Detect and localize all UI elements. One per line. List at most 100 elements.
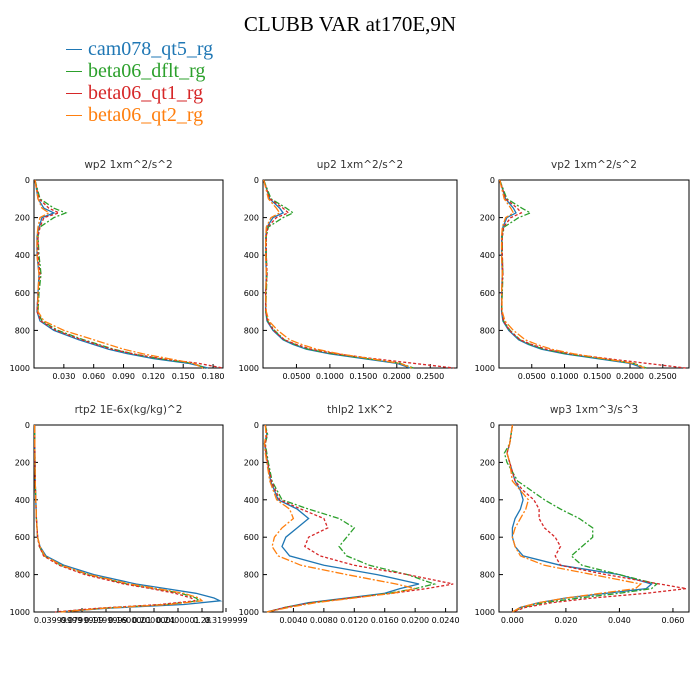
y-tick-label: 200 <box>244 458 259 467</box>
panel-6: wp3 1xm^3/s^3 0 200 400 600 800 1000 0.000 0.020… <box>475 404 690 625</box>
panel-5: thlp2 1xK^2 0 200 400 600 800 1000 0.0040 0.0080… <box>239 404 460 625</box>
x-tick-label: 0.0080 <box>310 616 338 625</box>
x-tick-label: 0.2000 <box>383 372 411 381</box>
x-tick-label: 0.0500 <box>282 372 310 381</box>
plot-frame <box>33 179 224 369</box>
x-tick-label: 0.0799999 <box>60 616 103 625</box>
y-tick-label: 600 <box>15 289 30 298</box>
x-tick-label: 0.0200 <box>401 616 429 625</box>
x-tick-label: 0.2000 <box>616 372 644 381</box>
x-tick-label: 0.0040 <box>279 616 307 625</box>
legend-label: beta06_qt2_rg <box>88 103 204 126</box>
y-tick-label: 0 <box>254 176 259 185</box>
legend-swatch <box>66 92 82 94</box>
y-tick-label: 200 <box>244 214 259 223</box>
x-tick-label: 0.28 <box>193 616 211 625</box>
series-line <box>34 179 224 369</box>
x-tick-label: 0.1500 <box>349 372 377 381</box>
legend-item: beta06_qt1_rg <box>66 82 213 104</box>
y-tick-label: 400 <box>244 496 259 505</box>
y-tick-label: 1000 <box>239 608 259 617</box>
panel-2: up2 1xm^2/s^2 0 200 400 600 800 1000 0.0500 0.10… <box>239 159 458 381</box>
series-line <box>263 179 454 369</box>
x-tick-label: 0.000 <box>501 616 524 625</box>
series-line <box>506 424 687 613</box>
series-line <box>34 179 204 369</box>
legend-item: beta06_dflt_rg <box>66 60 213 82</box>
legend: cam078_qt5_rg beta06_dflt_rg beta06_qt1_… <box>66 38 213 126</box>
y-tick-label: 0 <box>25 421 30 430</box>
legend-swatch <box>66 114 82 116</box>
x-tick-label: 0.1600001 <box>108 616 151 625</box>
x-tick-label: 0.2500 <box>416 372 444 381</box>
y-tick-label: 400 <box>15 496 30 505</box>
y-tick-label: 600 <box>480 289 495 298</box>
y-tick-label: 400 <box>480 251 495 260</box>
plot-frame <box>33 424 224 613</box>
y-tick-label: 400 <box>244 251 259 260</box>
panel-1: wp2 1xm^2/s^2 0 200 400 600 800 1000 0.030 0.060… <box>10 159 225 381</box>
x-tick-label: 0.060 <box>82 372 105 381</box>
legend-item: cam078_qt5_rg <box>66 38 213 60</box>
legend-label: cam078_qt5_rg <box>88 37 214 60</box>
y-tick-label: 800 <box>244 571 259 580</box>
series-line <box>264 424 437 613</box>
panel-title: rtp2 1E-6x(kg/kg)^2 <box>75 404 183 416</box>
y-tick-label: 600 <box>244 289 259 298</box>
y-tick-label: 1000 <box>239 364 259 373</box>
series-line <box>263 424 420 613</box>
y-tick-label: 0 <box>25 176 30 185</box>
panel-3: vp2 1xm^2/s^2 0 200 400 600 800 1000 0.0500 0.10… <box>475 159 690 381</box>
y-tick-label: 600 <box>15 533 30 542</box>
legend-label: beta06_dflt_rg <box>88 59 206 82</box>
plot-frame <box>262 424 458 613</box>
x-tick-label: 0.090 <box>112 372 135 381</box>
series-line <box>33 424 204 613</box>
y-tick-label: 0 <box>490 421 495 430</box>
legend-item: beta06_qt2_rg <box>66 104 213 126</box>
y-tick-label: 1000 <box>10 608 30 617</box>
x-tick-label: 0.1000 <box>316 372 344 381</box>
x-tick-label: 0.020 <box>554 616 577 625</box>
y-tick-label: 200 <box>15 458 30 467</box>
panel-title: wp2 1xm^2/s^2 <box>84 159 172 171</box>
y-tick-label: 400 <box>480 496 495 505</box>
x-tick-label: 0.180 <box>202 372 225 381</box>
panel-4: rtp2 1E-6x(kg/kg)^2 0 200 400 600 800 1000 0.03… <box>10 404 248 625</box>
x-tick-label: 0.1500 <box>583 372 611 381</box>
x-tick-label: 0.150 <box>172 372 195 381</box>
series-line <box>506 424 643 613</box>
legend-swatch <box>66 48 82 50</box>
plot-frame <box>498 179 690 369</box>
y-tick-label: 800 <box>15 571 30 580</box>
series-line <box>263 424 416 613</box>
x-tick-label: 0.120 <box>142 372 165 381</box>
x-tick-label: 0.2400001 <box>156 616 199 625</box>
y-tick-label: 1000 <box>10 364 30 373</box>
x-tick-label: 0.0160 <box>371 616 399 625</box>
y-tick-label: 0 <box>254 421 259 430</box>
x-tick-label: 0.0500 <box>518 372 546 381</box>
x-tick-label: 0.3199999 <box>204 616 247 625</box>
plot-frame <box>262 179 458 369</box>
y-tick-label: 800 <box>480 326 495 335</box>
x-tick-label: 0.0240 <box>432 616 460 625</box>
y-tick-label: 200 <box>15 214 30 223</box>
y-tick-label: 800 <box>480 571 495 580</box>
x-tick-label: 0.03999999 <box>34 616 82 625</box>
x-tick-label: 0.030 <box>52 372 75 381</box>
series-line <box>263 179 412 369</box>
series-line <box>264 424 454 613</box>
series-line <box>499 179 686 369</box>
panel-title: thlp2 1xK^2 <box>327 404 393 416</box>
x-tick-label: 0.1000 <box>551 372 579 381</box>
x-tick-label: 0.0120 <box>340 616 368 625</box>
x-tick-label: 0.060 <box>661 616 684 625</box>
x-tick-label: 0.1199999 <box>84 616 127 625</box>
panel-title: vp2 1xm^2/s^2 <box>551 159 637 171</box>
x-tick-label: 0.2000001 <box>132 616 175 625</box>
y-tick-label: 600 <box>480 533 495 542</box>
series-line <box>33 424 201 613</box>
panel-title: up2 1xm^2/s^2 <box>317 159 403 171</box>
